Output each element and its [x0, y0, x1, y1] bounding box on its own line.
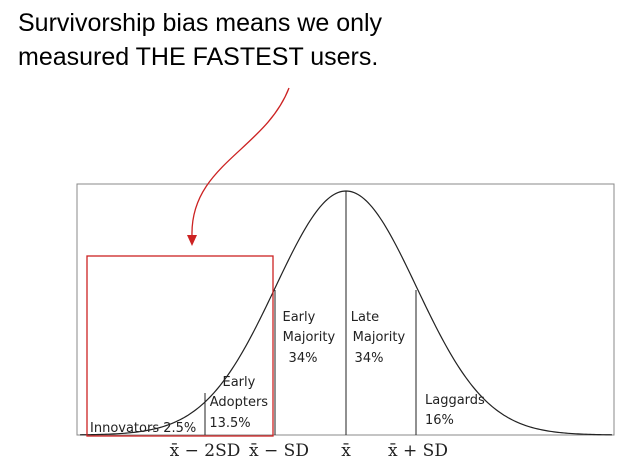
x-label-mean-minus-1sd: x̄ − SD — [249, 441, 309, 461]
x-label-mean: x̄ — [341, 441, 351, 461]
early-majority-label: Early Majority 34% — [283, 310, 340, 366]
late-majority-label: Late Majority 34% — [351, 310, 410, 366]
laggards-label: Laggards 16% — [425, 393, 489, 428]
fastest-users-highlight-box — [86, 255, 274, 437]
headline-line-2: measured THE FASTEST users. — [18, 43, 379, 71]
pointer-arrow-line — [191, 87, 290, 237]
x-label-mean-plus-1sd: x̄ + SD — [388, 441, 448, 461]
headline: Survivorship bias means we only measured… — [18, 6, 618, 74]
innovators-label: Innovators 2.5% — [90, 421, 196, 436]
early-adopters-label: Early Adopters 13.5% — [209, 375, 272, 431]
headline-line-1: Survivorship bias means we only — [18, 9, 383, 37]
pointer-arrowhead-icon — [187, 235, 197, 246]
x-label-mean-minus-2sd: x̄ − 2SD — [170, 441, 241, 461]
